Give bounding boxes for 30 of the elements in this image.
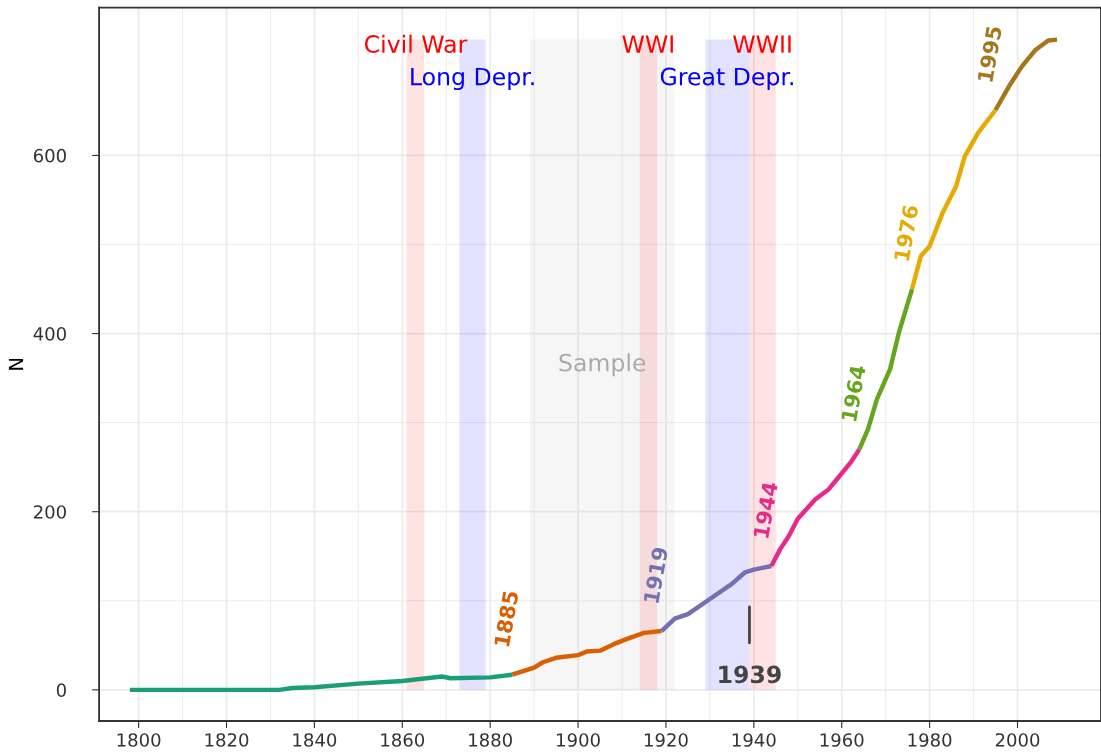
annotation: 1939 (719, 665, 781, 684)
x-tick-label: 1980 (908, 733, 952, 747)
y-tick-label: 200 (34, 505, 66, 519)
band-label: Great Depr. (660, 67, 793, 91)
text: 1919 (643, 546, 669, 604)
text: 1995 (977, 25, 1003, 82)
text: 1944 (753, 481, 779, 539)
line-series (127, 672, 515, 693)
y-tick-label: 400 (33, 327, 66, 341)
x-tick-label: 1860 (381, 733, 425, 747)
x-tick-label: 1900 (557, 733, 600, 747)
x-tick-label: 2000 (995, 733, 1040, 747)
x-tick-label: 1800 (117, 733, 161, 747)
x-tick-label: 1920 (644, 733, 688, 747)
y-axis-title: N (8, 358, 24, 370)
band-label: WWII (733, 35, 791, 53)
band-label: Long Depr. (411, 67, 534, 91)
x-tick-label: 1840 (293, 733, 337, 747)
text: 1885 (493, 590, 519, 647)
band-label: WWI (622, 35, 673, 53)
text: 1976 (893, 204, 919, 262)
band-label: Civil War (364, 34, 468, 53)
band-label: Sample (559, 353, 646, 377)
y-tick-label: 600 (33, 148, 66, 163)
x-tick-label: 1820 (205, 733, 249, 747)
x-tick-label: 1960 (820, 733, 864, 747)
text: 1964 (840, 364, 866, 422)
x-tick-label: 1940 (732, 733, 776, 747)
x-tick-label: 1880 (469, 733, 512, 747)
y-tick-label: 0 (56, 683, 66, 697)
